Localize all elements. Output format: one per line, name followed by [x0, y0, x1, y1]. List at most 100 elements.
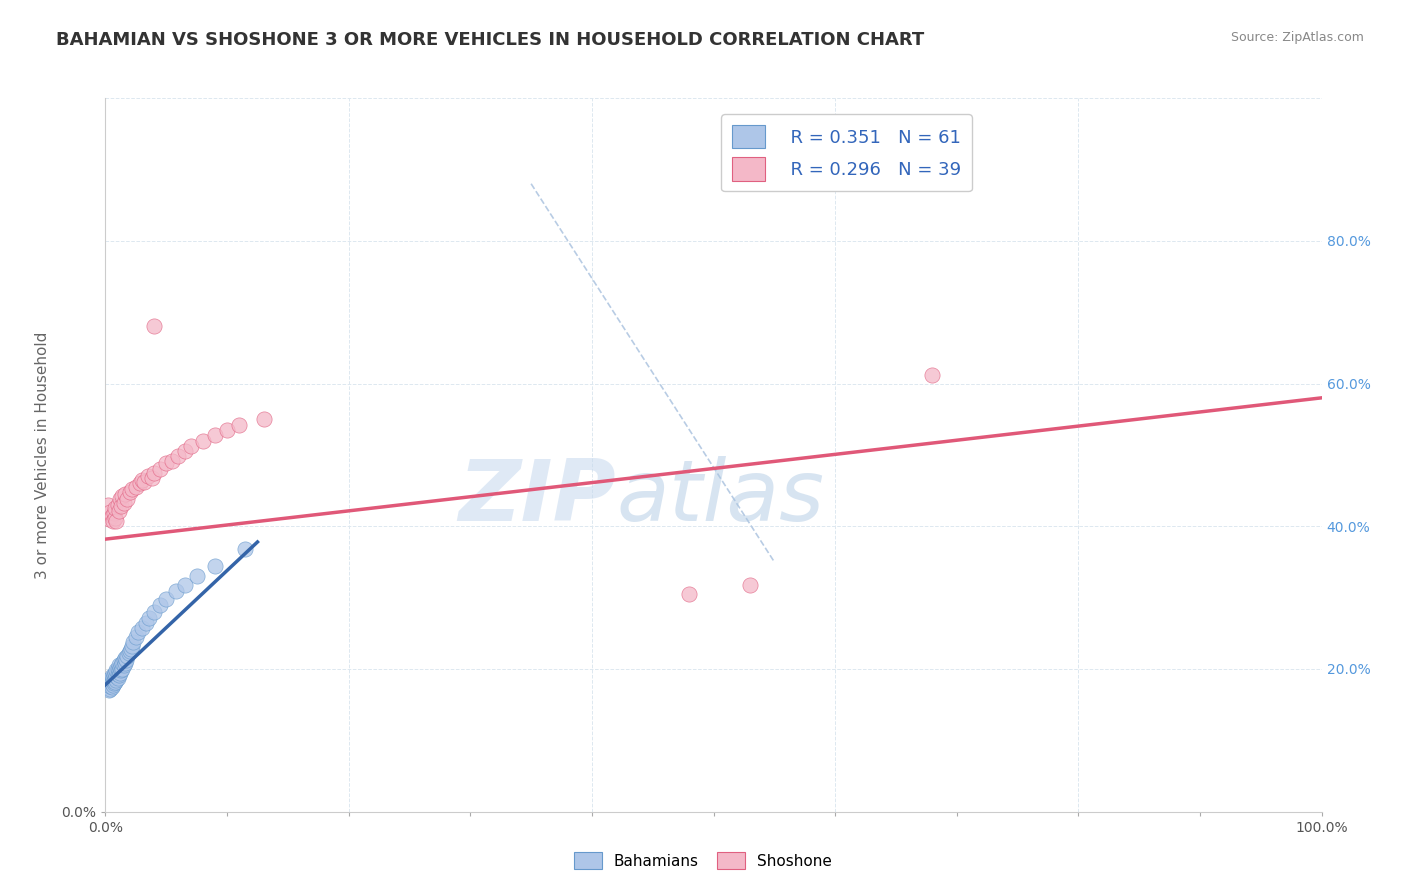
Point	[191, 434, 214, 448]
Point	[173, 444, 195, 458]
Point	[114, 657, 136, 671]
Point	[134, 475, 156, 489]
Point	[112, 653, 135, 667]
Point	[100, 680, 122, 694]
Point	[180, 439, 202, 453]
Text: Source: ZipAtlas.com: Source: ZipAtlas.com	[1230, 31, 1364, 45]
Point	[98, 679, 121, 693]
Point	[98, 678, 121, 692]
Point	[98, 674, 121, 689]
Point	[107, 498, 129, 512]
Point	[114, 651, 136, 665]
Point	[143, 605, 166, 619]
Point	[204, 428, 226, 442]
Point	[100, 673, 122, 687]
Point	[108, 658, 131, 673]
Point	[114, 487, 136, 501]
Point	[108, 665, 131, 680]
Point	[125, 480, 148, 494]
Point	[98, 674, 121, 689]
Point	[155, 457, 177, 471]
Point	[141, 471, 163, 485]
Point	[131, 621, 153, 635]
Point	[738, 578, 761, 592]
Point	[120, 642, 142, 657]
Point	[204, 558, 226, 573]
Point	[117, 492, 139, 507]
Point	[108, 667, 131, 681]
Point	[149, 462, 172, 476]
Point	[110, 664, 132, 678]
Point	[105, 514, 128, 528]
Point	[112, 658, 135, 673]
Point	[96, 676, 118, 690]
Point	[107, 667, 129, 681]
Point	[100, 676, 122, 690]
Point	[127, 624, 149, 639]
Point	[118, 485, 141, 500]
Point	[97, 673, 120, 687]
Point	[100, 669, 122, 683]
Point	[98, 505, 121, 519]
Y-axis label: 3 or more Vehicles in Household: 3 or more Vehicles in Household	[35, 331, 51, 579]
Point	[115, 653, 138, 667]
Point	[97, 680, 120, 694]
Point	[111, 657, 134, 671]
Point	[155, 592, 177, 607]
Point	[98, 681, 121, 696]
Point	[125, 630, 148, 644]
Point	[121, 482, 143, 496]
Point	[921, 368, 943, 382]
Legend:   R = 0.351   N = 61,   R = 0.296   N = 39: R = 0.351 N = 61, R = 0.296 N = 39	[721, 114, 972, 192]
Point	[103, 676, 125, 690]
Text: ZIP: ZIP	[458, 456, 616, 540]
Point	[105, 669, 128, 683]
Point	[252, 412, 274, 426]
Point	[107, 671, 129, 685]
Point	[98, 512, 121, 526]
Point	[167, 450, 190, 464]
Point	[105, 664, 128, 678]
Point	[111, 662, 134, 676]
Point	[108, 492, 131, 507]
Point	[103, 673, 125, 687]
Point	[108, 660, 131, 674]
Point	[118, 644, 141, 658]
Point	[100, 508, 122, 523]
Point	[108, 503, 131, 517]
Point	[101, 678, 124, 692]
Point	[162, 453, 184, 467]
Point	[111, 489, 134, 503]
Point	[217, 423, 239, 437]
Point	[103, 507, 125, 521]
Point	[143, 466, 166, 480]
Point	[228, 417, 250, 432]
Point	[136, 469, 159, 483]
Point	[173, 578, 195, 592]
Point	[128, 476, 150, 491]
Point	[107, 662, 129, 676]
Point	[131, 473, 153, 487]
Point	[138, 610, 160, 624]
Legend: Bahamians, Shoshone: Bahamians, Shoshone	[568, 846, 838, 875]
Point	[135, 615, 157, 630]
Point	[149, 598, 172, 612]
Text: atlas: atlas	[616, 456, 824, 540]
Point	[117, 649, 139, 664]
Point	[101, 514, 124, 528]
Point	[165, 583, 187, 598]
Point	[110, 658, 132, 673]
Point	[678, 587, 700, 601]
Point	[104, 501, 127, 516]
Point	[121, 639, 143, 653]
Point	[105, 673, 128, 687]
Point	[104, 671, 127, 685]
Point	[143, 319, 166, 334]
Point	[108, 664, 131, 678]
Point	[104, 665, 127, 680]
Point	[110, 500, 132, 514]
Point	[233, 542, 256, 557]
Point	[98, 683, 121, 698]
Point	[112, 496, 135, 510]
Point	[101, 674, 124, 689]
